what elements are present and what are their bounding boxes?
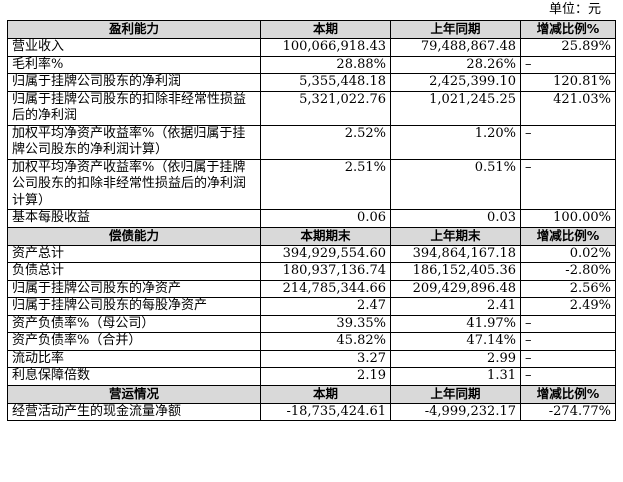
section-header-row: 盈利能力 本期 上年同期 增减比例% [7,20,616,39]
current-value: 0.06 [260,209,391,228]
prior-value: 0.03 [390,209,521,228]
prior-value: 0.51% [390,158,521,210]
row-label: 营业收入 [7,38,261,57]
change-value: 100.00% [520,209,616,228]
change-value: -274.77% [520,402,616,421]
financial-indicators-table: 盈利能力 本期 上年同期 增减比例% 营业收入 100,066,918.43 7… [7,20,616,421]
change-value: 25.89% [520,38,616,57]
header-solvency: 偿债能力 [7,226,261,246]
table-row: 基本每股收益 0.06 0.03 100.00% [7,209,616,228]
prior-value: 79,488,867.48 [390,38,521,57]
current-value: -18,735,424.61 [260,402,391,421]
prior-value: 394,864,167.18 [390,244,521,263]
table-row: 加权平均净资产收益率%（依归属于挂牌公司股东的扣除非经常性损益后的净利润计算） … [7,158,616,210]
current-value: 45.82% [260,332,391,351]
prior-value: 2.99 [390,349,521,368]
prior-value: 2.41 [390,297,521,316]
row-label: 流动比率 [7,349,261,368]
row-label: 资产总计 [7,244,261,263]
change-value: – [520,332,616,351]
current-value: 214,785,344.66 [260,279,391,298]
prior-value: 209,429,896.48 [390,279,521,298]
header-profitability: 盈利能力 [7,20,261,39]
row-label: 经营活动产生的现金流量净额 [7,402,261,421]
row-label: 归属于挂牌公司股东的净利润 [7,73,261,92]
current-value: 2.19 [260,367,391,386]
row-label: 归属于挂牌公司股东的扣除非经常性损益后的净利润 [7,90,261,126]
header-current-period: 本期 [260,384,391,404]
row-label: 负债总计 [7,262,261,281]
row-label: 基本每股收益 [7,209,261,228]
change-value: 2.49% [520,297,616,316]
row-label: 加权平均净资产收益率%（依归属于挂牌公司股东的扣除非经常性损益后的净利润计算） [7,158,261,210]
section-header-row: 营运情况 本期 上年同期 增减比例% [7,384,616,404]
prior-value: -4,999,232.17 [390,402,521,421]
current-value: 28.88% [260,55,391,74]
prior-value: 47.14% [390,332,521,351]
row-label: 资产负债率%（母公司） [7,314,261,333]
change-value: 421.03% [520,90,616,126]
table-row: 负债总计 180,937,136.74 186,152,405.36 -2.80… [7,262,616,281]
change-value: – [520,349,616,368]
change-value: 120.81% [520,73,616,92]
prior-value: 1.20% [390,124,521,160]
current-value: 2.51% [260,158,391,210]
prior-value: 2,425,399.10 [390,73,521,92]
prior-value: 28.26% [390,55,521,74]
current-value: 100,066,918.43 [260,38,391,57]
change-value: – [520,124,616,160]
table-row: 毛利率% 28.88% 28.26% – [7,55,616,74]
section-header-row: 偿债能力 本期期末 上年期末 增减比例% [7,226,616,246]
table-row: 资产负债率%（合并） 45.82% 47.14% – [7,332,616,351]
current-value: 2.52% [260,124,391,160]
change-value: -2.80% [520,262,616,281]
header-change-pct: 增减比例% [520,226,616,246]
header-change-pct: 增减比例% [520,384,616,404]
table-row: 归属于挂牌公司股东的每股净资产 2.47 2.41 2.49% [7,297,616,316]
row-label: 加权平均净资产收益率%（依据归属于挂牌公司股东的净利润计算） [7,124,261,160]
current-value: 5,321,022.76 [260,90,391,126]
header-prior-period: 上年同期 [390,384,521,404]
table-row: 资产负债率%（母公司） 39.35% 41.97% – [7,314,616,333]
table-row: 归属于挂牌公司股东的扣除非经常性损益后的净利润 5,321,022.76 1,0… [7,90,616,126]
header-prior-period: 上年同期 [390,20,521,39]
header-current-period-end: 本期期末 [260,226,391,246]
header-current-period: 本期 [260,20,391,39]
table-row: 营业收入 100,066,918.43 79,488,867.48 25.89% [7,38,616,57]
current-value: 180,937,136.74 [260,262,391,281]
table-row: 归属于挂牌公司股东的净利润 5,355,448.18 2,425,399.10 … [7,73,616,92]
table-row: 加权平均净资产收益率%（依据归属于挂牌公司股东的净利润计算） 2.52% 1.2… [7,124,616,160]
current-value: 3.27 [260,349,391,368]
change-value: 0.02% [520,244,616,263]
row-label: 资产负债率%（合并） [7,332,261,351]
table-row: 经营活动产生的现金流量净额 -18,735,424.61 -4,999,232.… [7,402,616,421]
current-value: 2.47 [260,297,391,316]
prior-value: 41.97% [390,314,521,333]
current-value: 39.35% [260,314,391,333]
unit-label: 单位：元 [548,2,601,17]
change-value: 2.56% [520,279,616,298]
header-change-pct: 增减比例% [520,20,616,39]
prior-value: 1.31 [390,367,521,386]
change-value: – [520,158,616,210]
table-row: 流动比率 3.27 2.99 – [7,349,616,368]
prior-value: 1,021,245.25 [390,90,521,126]
row-label: 毛利率% [7,55,261,74]
row-label: 归属于挂牌公司股东的净资产 [7,279,261,298]
current-value: 5,355,448.18 [260,73,391,92]
prior-value: 186,152,405.36 [390,262,521,281]
table-row: 利息保障倍数 2.19 1.31 – [7,367,616,386]
change-value: – [520,314,616,333]
header-operations: 营运情况 [7,384,261,404]
current-value: 394,929,554.60 [260,244,391,263]
change-value: – [520,367,616,386]
row-label: 利息保障倍数 [7,367,261,386]
header-prior-year-end: 上年期末 [390,226,521,246]
table-row: 归属于挂牌公司股东的净资产 214,785,344.66 209,429,896… [7,279,616,298]
row-label: 归属于挂牌公司股东的每股净资产 [7,297,261,316]
table-row: 资产总计 394,929,554.60 394,864,167.18 0.02% [7,244,616,263]
change-value: – [520,55,616,74]
